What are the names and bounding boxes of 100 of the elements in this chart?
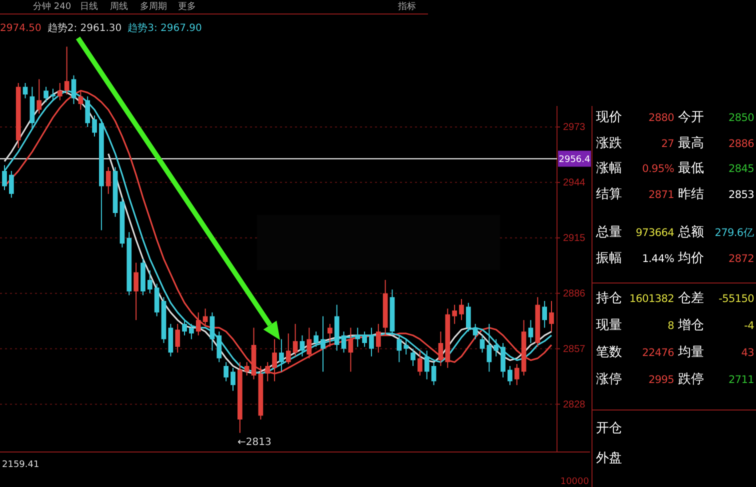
- text: 最高: [678, 135, 704, 151]
- candlestick: [57, 82, 62, 101]
- text: 多周期: [140, 1, 167, 12]
- text: 27: [661, 138, 674, 150]
- y-tick-label: 2973: [563, 122, 586, 134]
- text: 昨结: [678, 187, 704, 202]
- text: 日线: [80, 1, 98, 12]
- candlestick: [182, 320, 187, 336]
- text: 持仓: [596, 291, 622, 306]
- text: 笔数: [596, 345, 622, 360]
- text: 2853: [728, 189, 754, 201]
- candlestick: [210, 312, 215, 352]
- text: 2886: [728, 138, 755, 150]
- ref-line-label: 2956.4: [558, 155, 591, 166]
- annotation: ←2813: [237, 436, 272, 448]
- candlestick: [134, 262, 138, 321]
- candlestick: [466, 302, 471, 332]
- y-tick-label: 2915: [563, 233, 586, 244]
- candlestick: [369, 327, 374, 357]
- text: 现量: [596, 318, 622, 333]
- candlestick: [216, 331, 222, 363]
- text: 2880: [648, 112, 674, 124]
- text: 趋势2: 2961.30: [47, 22, 122, 34]
- candlestick: [328, 323, 332, 348]
- text: 涨幅: [596, 161, 622, 176]
- text: 振幅: [596, 251, 622, 266]
- candlestick: [341, 331, 346, 354]
- text: 最低: [678, 161, 704, 176]
- text: 2850: [728, 112, 754, 124]
- candlestick: [306, 327, 312, 359]
- y-tick-label: 2828: [563, 399, 586, 410]
- text: 2872: [728, 253, 754, 265]
- text: 分钟 240: [33, 1, 72, 12]
- candlestick: [410, 348, 416, 366]
- candlestick: [418, 350, 422, 376]
- candlestick: [314, 331, 319, 348]
- candlestick: [542, 300, 547, 328]
- text: 周线: [110, 1, 128, 12]
- candlestick: [396, 334, 402, 363]
- candlestick: [438, 331, 444, 366]
- candlestick: [44, 86, 48, 103]
- text: 均价: [677, 251, 704, 266]
- candlestick: [292, 323, 298, 357]
- y-tick-label: 2857: [563, 344, 586, 355]
- candlestick: [230, 367, 236, 392]
- text: 43: [741, 347, 754, 359]
- text: 趋势3: 2967.90: [128, 22, 202, 34]
- candlestick: [9, 170, 14, 198]
- text: 增仓: [677, 318, 704, 333]
- text: 跌停: [678, 372, 704, 387]
- text: 2871: [648, 189, 674, 201]
- text: 279.6亿: [714, 227, 754, 239]
- candlestick: [196, 312, 201, 336]
- text: 开仓: [596, 421, 622, 436]
- candlestick: [244, 362, 250, 376]
- text: 1601382: [629, 293, 674, 305]
- text: 10000: [560, 477, 590, 487]
- candlestick: [480, 334, 485, 354]
- candlestick: [147, 270, 152, 294]
- candlestick: [404, 338, 409, 355]
- text: 涨跌: [596, 136, 622, 151]
- text: 2995: [648, 374, 674, 386]
- candlestick: [36, 78, 42, 114]
- candlestick: [355, 327, 360, 348]
- y-tick-label: 2886: [563, 288, 586, 300]
- text: 2845: [728, 163, 754, 175]
- text: 总额: [677, 225, 704, 240]
- text: 结算: [596, 187, 622, 202]
- candlestick: [224, 362, 228, 382]
- candlestick: [22, 82, 28, 99]
- text: 今开: [678, 110, 704, 125]
- text: -4: [744, 320, 755, 332]
- text: 1.44%: [642, 253, 674, 265]
- text: 涨停: [596, 372, 622, 387]
- candlestick: [508, 365, 512, 386]
- text: -55150: [718, 293, 754, 305]
- candlestick: [362, 331, 367, 348]
- text: 指标: [397, 1, 416, 12]
- candlestick: [300, 334, 305, 357]
- text: 2711: [728, 374, 754, 386]
- candlestick: [106, 166, 111, 194]
- candlestick: [528, 320, 534, 344]
- text: 现价: [596, 110, 622, 125]
- text: 973664: [636, 227, 675, 239]
- candlestick: [189, 323, 194, 340]
- candlestick: [92, 115, 97, 138]
- text: 外盘: [596, 451, 622, 466]
- candlestick: [452, 304, 457, 324]
- candlestick: [459, 298, 464, 321]
- candlestick: [376, 323, 381, 354]
- text: 8: [668, 320, 674, 332]
- candlestick: [85, 96, 90, 128]
- y-tick-label: 2944: [563, 178, 586, 189]
- text: 2974.50: [0, 23, 42, 34]
- text: 2159.41: [2, 460, 40, 470]
- text: 仓差: [678, 291, 704, 306]
- candlestick: [514, 364, 520, 386]
- text: 更多: [178, 1, 196, 12]
- text: 0.95%: [642, 163, 674, 175]
- candlestick: [549, 300, 554, 332]
